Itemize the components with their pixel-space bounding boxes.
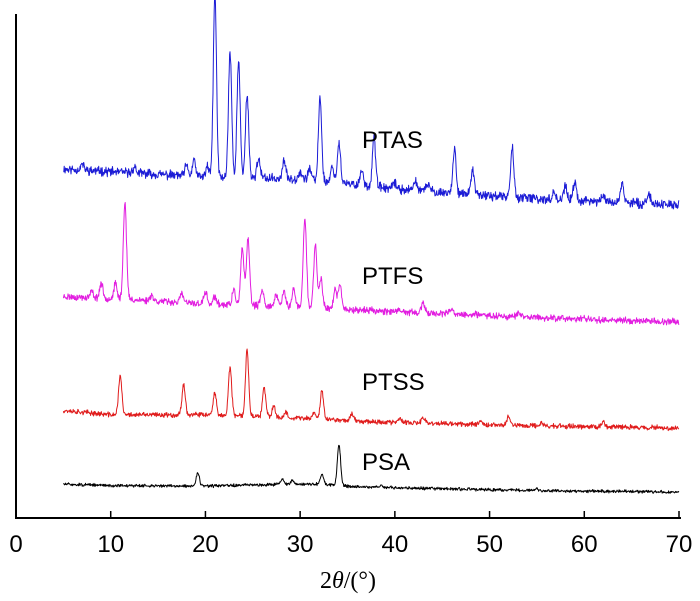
series-labels: PTAS PTFS PTSS PSA — [362, 127, 425, 476]
x-tick-label: 30 — [287, 531, 314, 558]
series-traces — [62, 0, 680, 494]
x-axis-title-suffix: /(°) — [344, 568, 376, 594]
series-line-ptss — [62, 348, 680, 432]
series-line-psa — [62, 444, 680, 494]
x-axis-title-variable: θ — [332, 568, 344, 594]
series-line-ptas — [63, 0, 680, 210]
series-label-psa: PSA — [362, 449, 410, 476]
series-line-ptfs — [62, 202, 680, 326]
series-label-ptas: PTAS — [362, 127, 423, 154]
x-axis-title-prefix: 2 — [320, 568, 332, 594]
x-tick-label: 70 — [666, 531, 693, 558]
x-tick-label: 60 — [571, 531, 598, 558]
x-axis-ticks: 0 10 20 30 40 50 60 70 — [9, 511, 692, 558]
x-tick-label: 10 — [97, 531, 124, 558]
series-label-ptss: PTSS — [362, 369, 425, 396]
series-label-ptfs: PTFS — [362, 263, 423, 290]
x-tick-label: 20 — [192, 531, 219, 558]
x-tick-label: 40 — [382, 531, 409, 558]
x-axis-title: 2θ/(°) — [320, 568, 376, 594]
x-tick-label: 50 — [476, 531, 503, 558]
x-tick-label: 0 — [9, 531, 22, 558]
